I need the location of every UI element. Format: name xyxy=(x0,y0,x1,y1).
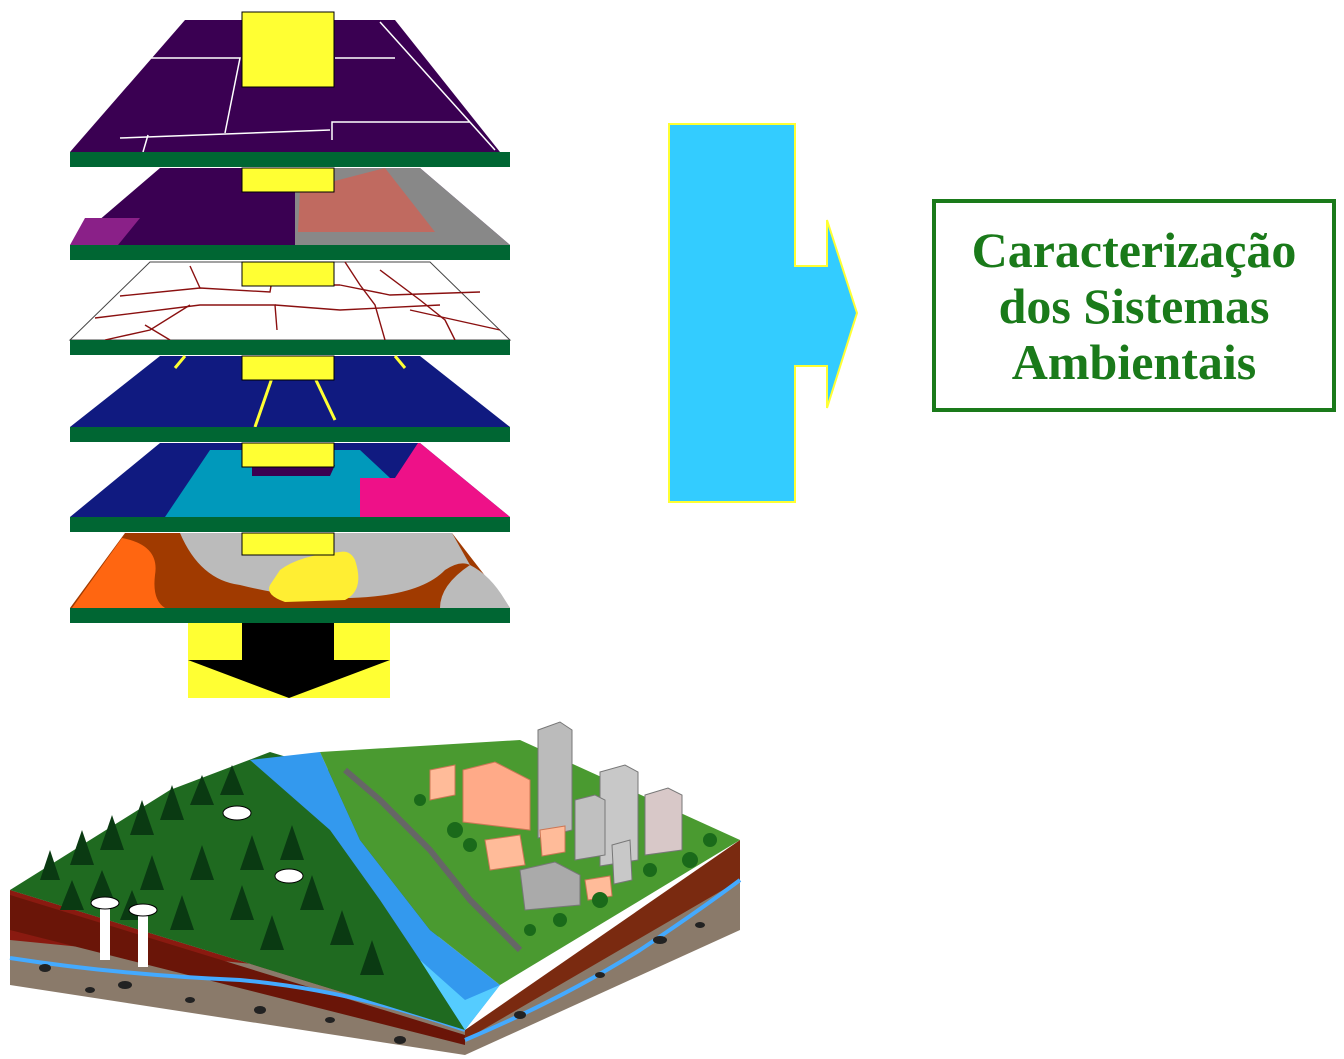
result-line-2: dos Sistemas xyxy=(998,277,1270,334)
result-box: Caracterização dos Sistemas Ambientais xyxy=(932,199,1336,412)
result-line-1: Caracterização xyxy=(971,221,1297,278)
down-arrow-icon xyxy=(188,623,390,698)
layer-1 xyxy=(70,11,510,167)
result-line-3: Ambientais xyxy=(1011,333,1257,390)
connector-2 xyxy=(241,167,335,193)
connector-3 xyxy=(241,261,335,287)
connector-6 xyxy=(241,532,335,556)
layer-5 xyxy=(70,442,510,532)
layer-3 xyxy=(68,261,512,355)
merge-arrow-icon xyxy=(668,123,859,503)
layer-6 xyxy=(70,532,510,623)
layer-2 xyxy=(70,167,510,260)
layer-4 xyxy=(70,355,510,442)
terrain-block-icon xyxy=(9,721,742,1055)
connector-4 xyxy=(241,355,335,381)
connector-1 xyxy=(241,11,335,88)
connector-5 xyxy=(241,442,335,468)
